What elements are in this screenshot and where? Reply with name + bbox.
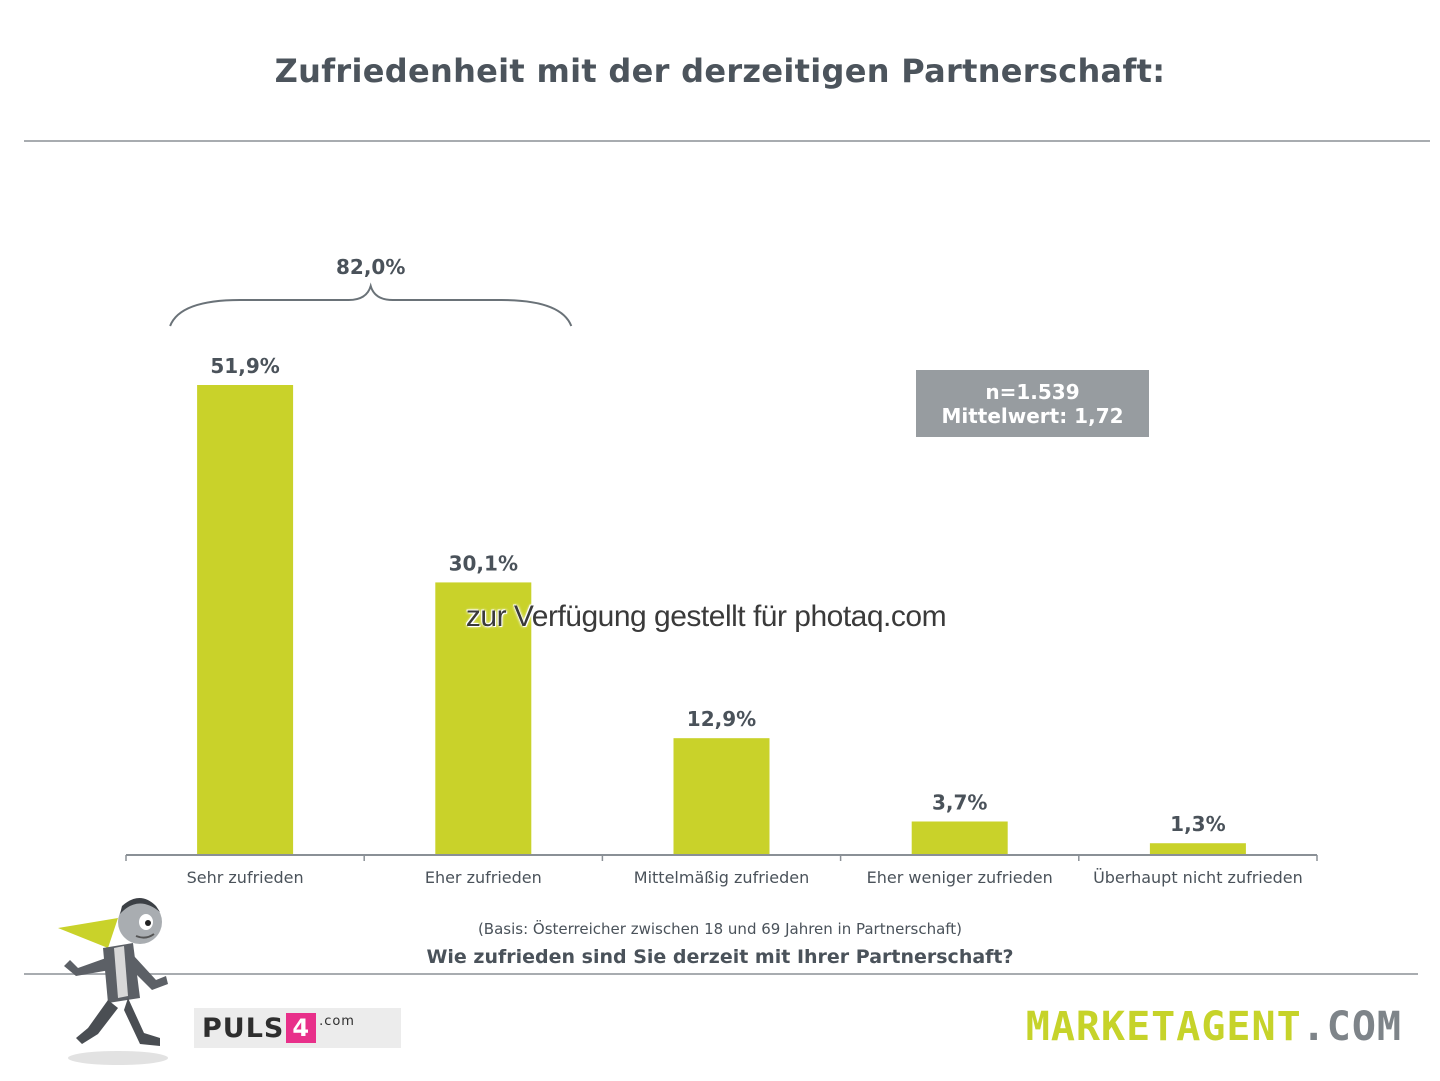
footer-divider (24, 973, 1418, 975)
puls4-logo: PULS 4 .com (194, 1008, 401, 1048)
puls-logo-four: 4 (286, 1013, 317, 1043)
marketagent-logo: MARKETAGENT.COM (1026, 1004, 1402, 1050)
bar (911, 821, 1008, 855)
running-mascot-icon (58, 898, 168, 1065)
data-label: 12,9% (687, 707, 756, 731)
data-label: 51,9% (210, 354, 279, 378)
survey-question: Wie zufrieden sind Sie derzeit mit Ihrer… (426, 946, 1014, 968)
marketagent-logo-suffix: .COM (1301, 1004, 1402, 1050)
puls-logo-text: PULS (202, 1012, 285, 1044)
bar (197, 385, 294, 855)
mean-value-label: Mittelwert: 1,72 (941, 403, 1124, 428)
sample-info-box: n=1.539 Mittelwert: 1,72 (916, 370, 1149, 437)
chart-title: Zufriedenheit mit der derzeitigen Partne… (274, 52, 1166, 90)
sample-size-label: n=1.539 (985, 379, 1080, 404)
data-label: 1,3% (1170, 812, 1225, 836)
basis-note: (Basis: Österreicher zwischen 18 und 69 … (477, 920, 963, 938)
bar (435, 582, 532, 855)
data-label: 3,7% (932, 790, 987, 814)
summary-brace (169, 282, 573, 327)
bar (1149, 843, 1246, 855)
title-divider (24, 140, 1430, 142)
data-label: 30,1% (449, 551, 518, 575)
category-label: Mittelmäßig zufrieden (634, 868, 809, 887)
category-label: Überhaupt nicht zufrieden (1093, 868, 1303, 887)
marketagent-logo-name: MARKETAGENT (1025, 1004, 1302, 1050)
category-label: Eher zufrieden (425, 868, 542, 887)
puls-logo-suffix: .com (319, 1014, 355, 1029)
summary-label: 82,0% (336, 255, 405, 279)
bar (673, 738, 770, 855)
category-label: Eher weniger zufrieden (867, 868, 1053, 887)
watermark-text: zur Verfügung gestellt für photaq.com (465, 600, 947, 633)
category-label: Sehr zufrieden (187, 868, 304, 887)
